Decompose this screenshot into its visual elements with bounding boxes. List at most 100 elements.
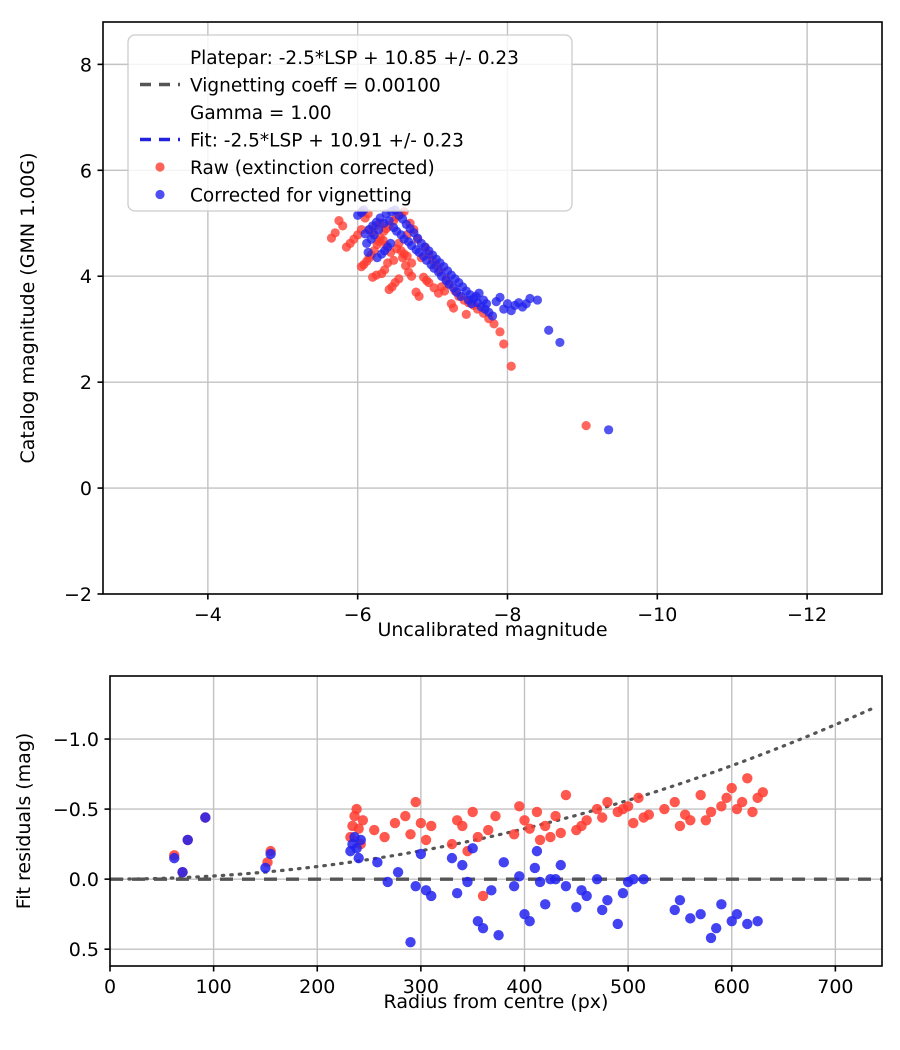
vignetting-curve xyxy=(118,707,874,881)
panel2-xlabel: Radius from centre (px) xyxy=(384,991,609,1013)
data-point xyxy=(353,852,364,864)
data-point xyxy=(372,253,382,263)
data-point xyxy=(506,306,516,316)
data-point xyxy=(524,915,535,927)
data-point xyxy=(534,876,546,888)
data-point xyxy=(591,803,603,815)
legend-label: Vignetting coeff = 0.00100 xyxy=(190,76,441,97)
data-point xyxy=(700,815,712,826)
residual-raw-points xyxy=(169,773,769,902)
data-point xyxy=(353,210,363,220)
axes-spine xyxy=(109,675,883,967)
y-tick-label: −0.5 xyxy=(53,799,99,821)
data-point xyxy=(407,271,417,281)
data-point xyxy=(555,859,566,871)
data-point xyxy=(695,789,706,801)
panel-photometric-calibration xyxy=(103,22,882,594)
data-point xyxy=(405,936,416,948)
data-point xyxy=(410,880,421,892)
panel1-xlabel: Uncalibrated magnitude xyxy=(377,619,607,641)
panel1-frame xyxy=(102,21,883,595)
data-point xyxy=(545,831,556,843)
data-point xyxy=(499,304,509,314)
data-point xyxy=(466,299,477,309)
data-point xyxy=(612,918,623,930)
data-point xyxy=(415,817,427,829)
data-point xyxy=(550,873,561,885)
data-point xyxy=(674,820,686,832)
data-point xyxy=(462,876,473,888)
data-point xyxy=(534,834,546,846)
data-point xyxy=(576,820,587,832)
x-tick-label: 600 xyxy=(714,976,750,998)
data-point xyxy=(731,803,743,815)
data-point xyxy=(531,845,543,857)
data-point xyxy=(506,361,516,371)
data-point xyxy=(514,298,524,308)
legend-dot-marker xyxy=(155,189,165,200)
data-point xyxy=(451,887,463,899)
panel2-ticks: 0 100 200 300 400 500 600 700 0.5 0.0 −0.5 −1.0 xyxy=(53,729,854,998)
legend-dot-marker xyxy=(155,162,165,172)
legend-label: Fit: -2.5*LSP + 10.91 +/- 0.23 xyxy=(190,131,464,152)
legend-label: Raw (extinction corrected) xyxy=(190,158,435,179)
data-point xyxy=(524,823,535,834)
data-point xyxy=(628,817,639,829)
data-point xyxy=(433,288,444,298)
data-point xyxy=(514,871,525,882)
axes-spine xyxy=(102,21,883,595)
data-point xyxy=(326,233,337,243)
data-point xyxy=(747,806,758,818)
data-point xyxy=(705,806,717,818)
data-point xyxy=(604,425,614,435)
data-point xyxy=(426,820,437,832)
x-tick-label: 400 xyxy=(506,976,542,998)
data-point xyxy=(260,862,271,874)
legend: Platepar: -2.5*LSP + 10.85 +/- 0.23 Vigne… xyxy=(127,34,573,212)
data-point xyxy=(540,899,551,910)
legend-box xyxy=(127,34,573,212)
data-point xyxy=(182,834,193,846)
data-point xyxy=(379,218,389,228)
data-point xyxy=(420,834,432,846)
x-tick-label: 0 xyxy=(104,976,116,998)
data-point xyxy=(674,894,686,906)
y-tick-label: 4 xyxy=(80,266,92,288)
data-point xyxy=(695,908,706,920)
data-point xyxy=(742,918,753,930)
data-point xyxy=(474,288,484,298)
data-point xyxy=(389,817,401,829)
data-point xyxy=(560,880,572,892)
data-point xyxy=(446,852,458,864)
data-point xyxy=(679,809,691,820)
data-point xyxy=(446,838,458,850)
y-tick-label: 0.5 xyxy=(69,939,99,961)
x-tick-label: −4 xyxy=(194,604,222,626)
data-point xyxy=(351,843,362,854)
x-tick-label: 500 xyxy=(610,976,646,998)
data-point xyxy=(400,810,411,822)
data-point xyxy=(467,806,478,818)
data-point xyxy=(451,815,463,826)
data-point xyxy=(495,327,505,337)
y-tick-label: 0 xyxy=(80,478,92,500)
data-point xyxy=(576,885,587,896)
x-tick-label: −8 xyxy=(493,604,521,626)
data-point xyxy=(591,873,603,885)
data-point xyxy=(351,803,362,815)
data-point xyxy=(362,238,372,248)
data-point xyxy=(359,259,369,270)
data-point xyxy=(519,815,530,826)
x-tick-label: −10 xyxy=(637,604,677,626)
data-point xyxy=(669,904,680,916)
data-point xyxy=(372,857,383,868)
data-point xyxy=(410,796,421,808)
legend-label: Gamma = 1.00 xyxy=(190,103,332,124)
data-point xyxy=(461,309,471,319)
data-point xyxy=(532,295,543,305)
panel1-ticks: −4 −6 −8 −10 −12 −2 0 2 4 6 8 xyxy=(64,54,827,626)
data-point xyxy=(633,792,644,804)
data-point xyxy=(638,873,649,885)
data-point xyxy=(467,843,478,854)
